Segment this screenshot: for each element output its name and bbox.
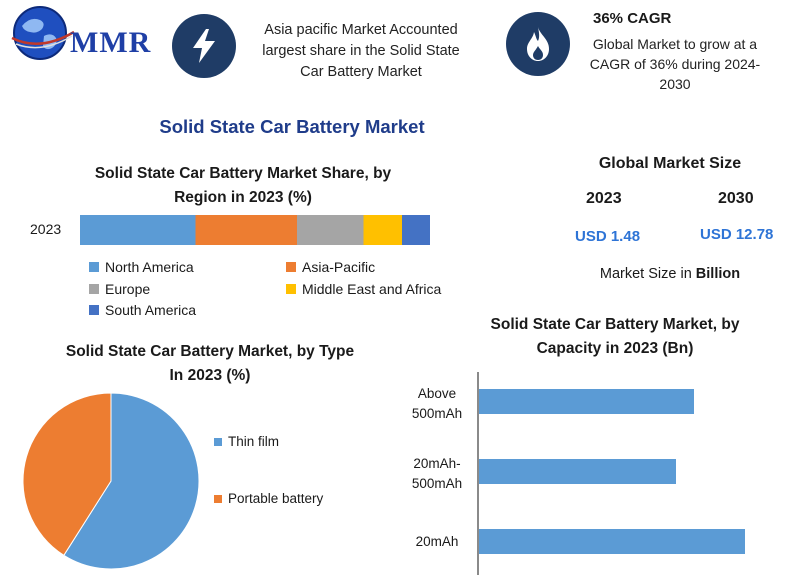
- capacity-label-line: 500mAh: [411, 476, 463, 491]
- capacity-bar-above-500mah: [479, 389, 695, 414]
- capacity-bar-20-500mah: [479, 459, 676, 484]
- type-chart-title: Solid State Car Battery Market, by Type …: [50, 340, 370, 388]
- region-segment-europe: [297, 215, 364, 245]
- region-segment-asia-pacific: [195, 215, 297, 245]
- main-title: Solid State Car Battery Market: [159, 116, 425, 137]
- lightning-bolt-icon: [172, 14, 236, 78]
- legend-swatch: [286, 262, 296, 272]
- capacity-label-above-500mah: Above 500mAh: [398, 384, 476, 424]
- region-chart-title: Solid State Car Battery Market Share, by…: [68, 162, 418, 210]
- capacity-chart-title-line: Solid State Car Battery Market, by: [490, 316, 740, 333]
- region-segment-north-america: [80, 215, 196, 245]
- legend-swatch: [89, 305, 99, 315]
- legend-swatch: [89, 284, 99, 294]
- highlight-line: largest share in the Solid State: [262, 43, 460, 59]
- region-segment-middle-east-and-africa: [363, 215, 402, 245]
- capacity-axis-line: [477, 372, 479, 575]
- pie-slice-thin-film: [63, 392, 200, 570]
- legend-label: Thin film: [228, 434, 280, 449]
- type-chart-title-line: Solid State Car Battery Market, by Type: [65, 343, 355, 360]
- legend-swatch: [214, 437, 222, 446]
- type-pie-chart: [22, 392, 200, 570]
- globe-logo-icon: [6, 4, 78, 62]
- legend-south-america: South America: [89, 302, 196, 318]
- type-chart-title-line: In 2023 (%): [169, 367, 251, 384]
- capacity-label-line: 20mAh-: [413, 456, 461, 471]
- capacity-label-line: 500mAh: [411, 406, 463, 421]
- pie-slice-portable-battery: [22, 392, 112, 556]
- highlight-line: Global Market to grow at a: [592, 36, 758, 52]
- logo-text: MMR: [70, 26, 152, 59]
- market-size-unit-prefix: Market Size in: [599, 266, 696, 282]
- legend-label: Portable battery: [228, 491, 324, 506]
- global-market-title: Global Market Size: [598, 155, 742, 172]
- legend-swatch: [89, 262, 99, 272]
- legend-middle-east-africa: Middle East and Africa: [286, 281, 441, 297]
- capacity-label-line: Above: [417, 386, 457, 401]
- capacity-bar-20mah: [479, 529, 745, 554]
- highlight-line: 2030: [659, 76, 691, 92]
- global-value-2023: USD 1.48: [575, 228, 641, 245]
- cagr-title: 36% CAGR: [593, 10, 672, 27]
- capacity-chart-title-line: Capacity in 2023 (Bn): [536, 340, 694, 357]
- market-size-unit: Market Size in Billion: [580, 266, 760, 282]
- highlight-line: CAGR of 36% during 2024-: [589, 56, 761, 72]
- market-size-unit-bold: Billion: [695, 266, 741, 282]
- highlight-line: Car Battery Market: [300, 64, 422, 80]
- capacity-label-20mah: 20mAh: [398, 532, 476, 552]
- legend-label: Europe: [105, 281, 151, 297]
- legend-thin-film: Thin film: [214, 434, 279, 449]
- global-year-2030: 2030: [718, 190, 754, 207]
- legend-label: South America: [105, 302, 197, 318]
- capacity-label-line: 20mAh: [415, 534, 459, 549]
- legend-north-america: North America: [89, 259, 194, 275]
- global-year-2023: 2023: [586, 190, 622, 207]
- region-segment-south-america: [402, 215, 430, 245]
- legend-europe: Europe: [89, 281, 150, 297]
- legend-portable-battery: Portable battery: [214, 491, 323, 506]
- global-value-2030: USD 12.78: [700, 226, 774, 243]
- legend-label: Middle East and Africa: [302, 281, 442, 297]
- region-year-label: 2023: [30, 221, 62, 237]
- region-chart-title-line: Region in 2023 (%): [174, 189, 312, 206]
- highlight-line: Asia pacific Market Accounted: [264, 22, 458, 38]
- legend-swatch: [214, 494, 222, 503]
- highlight-cagr: Global Market to grow at a CAGR of 36% d…: [583, 34, 767, 94]
- region-chart-title-line: Solid State Car Battery Market Share, by: [94, 165, 392, 182]
- highlight-asia-pacific: Asia pacific Market Accounted largest sh…: [248, 20, 474, 83]
- capacity-chart-title: Solid State Car Battery Market, by Capac…: [465, 313, 765, 361]
- flame-icon: [506, 12, 570, 76]
- legend-label: Asia-Pacific: [302, 259, 376, 275]
- legend-label: North America: [105, 259, 194, 275]
- capacity-label-20-500mah: 20mAh- 500mAh: [398, 454, 476, 494]
- region-stacked-bar: [80, 215, 430, 245]
- legend-asia-pacific: Asia-Pacific: [286, 259, 375, 275]
- legend-swatch: [286, 284, 296, 294]
